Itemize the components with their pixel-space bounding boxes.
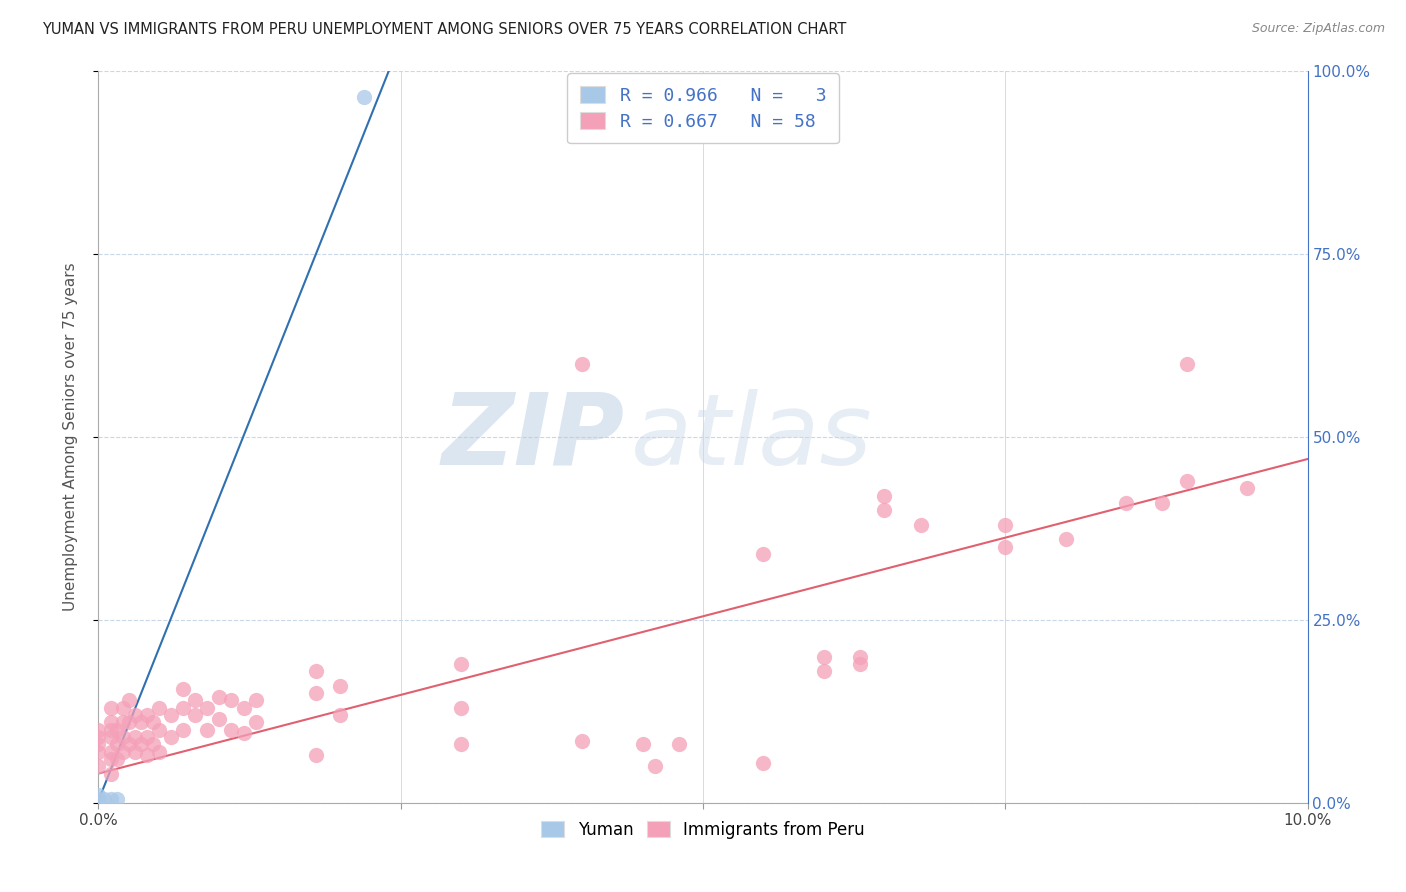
Text: atlas: atlas (630, 389, 872, 485)
Legend: Yuman, Immigrants from Peru: Yuman, Immigrants from Peru (534, 814, 872, 846)
Text: ZIP: ZIP (441, 389, 624, 485)
Y-axis label: Unemployment Among Seniors over 75 years: Unemployment Among Seniors over 75 years (63, 263, 77, 611)
Text: Source: ZipAtlas.com: Source: ZipAtlas.com (1251, 22, 1385, 36)
Text: YUMAN VS IMMIGRANTS FROM PERU UNEMPLOYMENT AMONG SENIORS OVER 75 YEARS CORRELATI: YUMAN VS IMMIGRANTS FROM PERU UNEMPLOYME… (42, 22, 846, 37)
